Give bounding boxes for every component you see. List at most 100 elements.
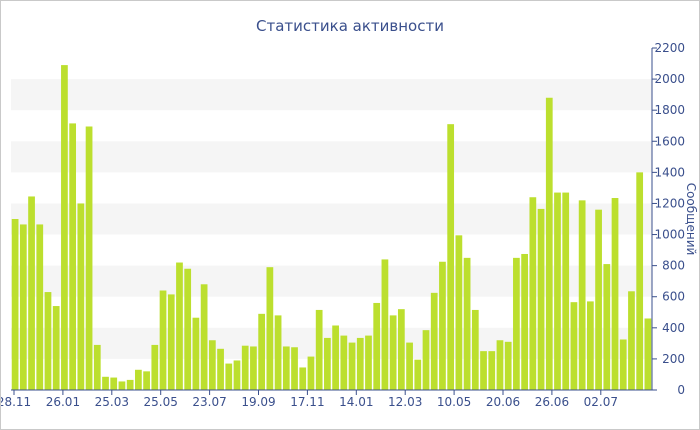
bar	[587, 301, 594, 390]
bar	[93, 344, 101, 390]
x-tick-label: 20.06	[486, 395, 520, 409]
bar	[118, 381, 126, 390]
y-tick-label: 1800	[654, 103, 685, 117]
bar	[537, 208, 545, 390]
x-tick-label: 14.01	[339, 395, 373, 409]
bar	[324, 337, 331, 390]
bar	[513, 257, 520, 390]
bar	[184, 268, 192, 390]
bar	[52, 306, 60, 390]
bar	[266, 267, 274, 390]
bar	[603, 264, 611, 390]
bar	[126, 379, 134, 390]
bar	[110, 377, 118, 390]
bar	[143, 371, 150, 390]
bar	[315, 309, 323, 390]
bar	[192, 317, 200, 390]
bar	[299, 367, 307, 390]
bar	[529, 197, 537, 390]
bar	[414, 359, 422, 390]
bar	[19, 224, 27, 390]
bar	[69, 123, 77, 391]
y-tick-label: 0	[677, 383, 685, 397]
x-tick-label: 28.11	[1, 395, 31, 409]
bar	[217, 348, 224, 390]
bar	[85, 126, 93, 390]
bar	[167, 294, 175, 390]
bar	[200, 284, 208, 390]
bar	[36, 224, 44, 390]
x-tick-label: 25.05	[144, 395, 178, 409]
bar	[307, 356, 315, 390]
bar	[504, 341, 512, 390]
y-tick-label: 2000	[654, 72, 685, 86]
bar	[61, 65, 68, 390]
grid-band	[11, 265, 652, 297]
bar-series	[11, 65, 652, 391]
bar	[102, 376, 109, 390]
bar	[77, 203, 85, 390]
bar	[430, 292, 438, 390]
y-axis-ticks: 0 200 400 600 800 1000 1200 1400 1600 1800 2000 220…	[652, 41, 685, 397]
bar	[356, 337, 364, 390]
bar	[28, 196, 35, 390]
y-tick-label: 600	[662, 290, 685, 304]
grid-bands	[11, 79, 652, 359]
bar	[578, 200, 586, 390]
bar	[644, 318, 652, 390]
y-tick-label: 800	[662, 259, 685, 273]
bar	[11, 219, 19, 390]
bar	[628, 291, 635, 390]
bar	[496, 340, 504, 390]
bar	[274, 315, 282, 390]
bar	[159, 290, 167, 390]
bar	[397, 309, 405, 390]
y-tick-label: 200	[662, 352, 685, 366]
y-tick-label: 1000	[654, 228, 685, 242]
y-tick-label: 1600	[654, 134, 685, 148]
bar	[225, 363, 233, 390]
bar	[233, 360, 241, 390]
y-tick-label: 400	[662, 321, 685, 335]
bar	[595, 209, 602, 390]
bar	[611, 198, 619, 390]
grid-band	[11, 141, 652, 173]
bar	[332, 325, 339, 390]
x-tick-label: 02.07	[584, 395, 618, 409]
bar	[471, 309, 479, 390]
bar	[208, 340, 216, 390]
bar	[488, 351, 496, 390]
bar	[373, 302, 381, 390]
y-tick-label: 2200	[654, 41, 685, 55]
x-tick-label: 26.01	[46, 395, 80, 409]
bar	[619, 339, 627, 390]
bar	[636, 172, 644, 390]
y-axis-label: Сообщений	[684, 183, 698, 256]
bar	[439, 261, 446, 390]
bar	[554, 192, 561, 390]
bar	[241, 345, 249, 390]
bar	[406, 342, 413, 390]
bar	[176, 262, 183, 390]
bar	[44, 292, 52, 390]
x-tick-label: 17.11	[290, 395, 324, 409]
chart-title: Статистика активности	[256, 17, 444, 35]
bar	[455, 235, 463, 390]
x-tick-label: 25.03	[95, 395, 129, 409]
x-tick-label: 12.03	[388, 395, 422, 409]
bar	[291, 347, 298, 390]
x-tick-label: 19.09	[241, 395, 275, 409]
bar	[151, 344, 159, 390]
bar	[258, 313, 266, 390]
bar	[480, 351, 487, 390]
bar	[389, 315, 397, 390]
bar	[282, 346, 290, 390]
bar	[447, 124, 455, 391]
grid-band	[11, 327, 652, 359]
bar	[348, 342, 356, 390]
x-axis-ticks: 28.11 26.01 25.03 25.05 23.07 19.09 17.11 14.01…	[1, 390, 618, 409]
x-tick-label: 23.07	[192, 395, 226, 409]
bar	[250, 346, 257, 390]
